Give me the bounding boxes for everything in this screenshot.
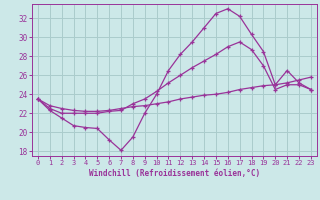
X-axis label: Windchill (Refroidissement éolien,°C): Windchill (Refroidissement éolien,°C) — [89, 169, 260, 178]
